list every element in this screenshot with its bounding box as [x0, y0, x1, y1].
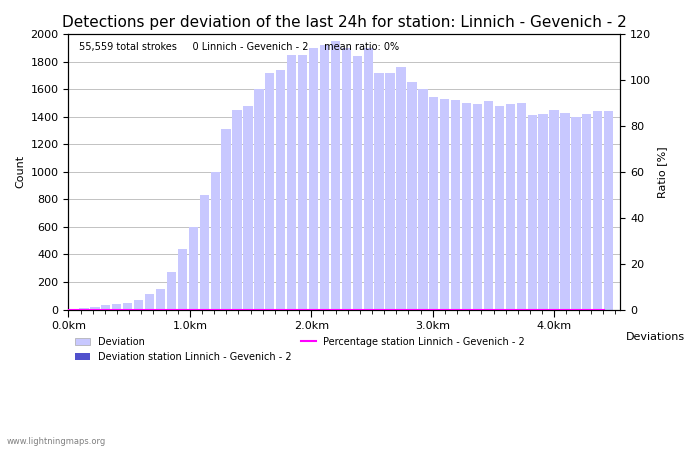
Bar	[309, 48, 318, 310]
Bar	[298, 54, 307, 310]
Bar	[178, 249, 187, 310]
Bar	[571, 117, 580, 310]
Text: Deviations: Deviations	[626, 332, 685, 342]
Bar	[276, 70, 286, 310]
Bar	[429, 97, 438, 310]
Bar	[211, 172, 220, 310]
Bar	[440, 99, 449, 310]
Y-axis label: Ratio [%]: Ratio [%]	[657, 146, 667, 198]
Bar	[342, 48, 351, 310]
Bar	[560, 112, 570, 310]
Bar	[189, 227, 198, 310]
Bar	[199, 195, 209, 310]
Bar	[221, 129, 231, 310]
Bar	[69, 309, 78, 310]
Bar	[451, 100, 461, 310]
Bar	[254, 89, 263, 310]
Bar	[167, 272, 176, 310]
Bar	[396, 67, 405, 310]
Bar	[484, 102, 493, 310]
Bar	[232, 110, 241, 310]
Bar	[550, 110, 559, 310]
Bar	[112, 304, 121, 310]
Text: www.lightningmaps.org: www.lightningmaps.org	[7, 436, 106, 446]
Bar	[582, 114, 592, 310]
Y-axis label: Count: Count	[15, 155, 25, 189]
Bar	[517, 103, 526, 310]
Bar	[320, 45, 329, 310]
Bar	[528, 115, 537, 310]
Bar	[123, 303, 132, 310]
Bar	[604, 111, 613, 310]
Bar	[331, 41, 340, 310]
Text: 55,559 total strokes     0 Linnich - Gevenich - 2     mean ratio: 0%: 55,559 total strokes 0 Linnich - Gevenic…	[79, 42, 400, 52]
Bar	[156, 289, 165, 310]
Bar	[374, 72, 384, 310]
Bar	[145, 294, 154, 310]
Bar	[495, 106, 504, 310]
Bar	[593, 111, 603, 310]
Bar	[418, 89, 428, 310]
Bar	[505, 104, 515, 310]
Bar	[353, 56, 362, 310]
Bar	[79, 308, 89, 310]
Title: Detections per deviation of the last 24h for station: Linnich - Gevenich - 2: Detections per deviation of the last 24h…	[62, 15, 626, 30]
Bar	[407, 82, 416, 310]
Bar	[287, 54, 296, 310]
Bar	[265, 72, 274, 310]
Bar	[134, 300, 143, 310]
Bar	[538, 114, 548, 310]
Bar	[363, 48, 373, 310]
Bar	[244, 106, 253, 310]
Bar	[90, 307, 99, 310]
Bar	[462, 103, 471, 310]
Bar	[102, 306, 111, 310]
Bar	[386, 72, 395, 310]
Bar	[473, 104, 482, 310]
Legend: Deviation, Deviation station Linnich - Gevenich - 2, Percentage station Linnich : Deviation, Deviation station Linnich - G…	[71, 333, 529, 365]
